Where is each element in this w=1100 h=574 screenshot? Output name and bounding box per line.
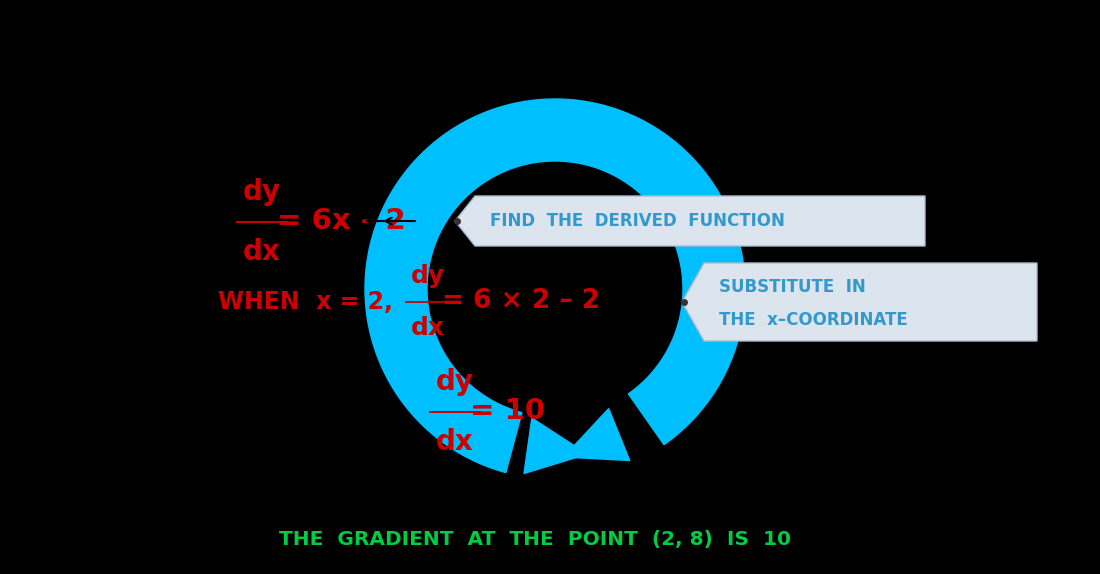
Text: = 10: = 10 — [470, 397, 546, 425]
Polygon shape — [524, 418, 587, 474]
Text: FIND  THE  DERIVED  FUNCTION: FIND THE DERIVED FUNCTION — [490, 212, 785, 230]
Polygon shape — [455, 196, 925, 246]
Text: SUBSTITUTE  IN: SUBSTITUTE IN — [719, 278, 866, 296]
Text: THE  x–COORDINATE: THE x–COORDINATE — [719, 311, 907, 329]
Text: WHEN  x = 2,: WHEN x = 2, — [218, 290, 393, 314]
Text: dy: dy — [411, 263, 446, 288]
Polygon shape — [365, 99, 745, 472]
Text: dx: dx — [436, 428, 474, 456]
Text: = 6 × 2 – 2: = 6 × 2 – 2 — [442, 288, 600, 314]
Text: dy: dy — [436, 368, 474, 396]
Polygon shape — [682, 263, 1037, 341]
Text: THE  GRADIENT  AT  THE  POINT  (2, 8)  IS  10: THE GRADIENT AT THE POINT (2, 8) IS 10 — [279, 529, 791, 549]
Text: dx: dx — [411, 316, 446, 340]
Text: dy: dy — [243, 178, 280, 206]
Text: = 6x – 2: = 6x – 2 — [277, 207, 406, 235]
Text: dx: dx — [243, 238, 280, 266]
Polygon shape — [563, 409, 629, 460]
